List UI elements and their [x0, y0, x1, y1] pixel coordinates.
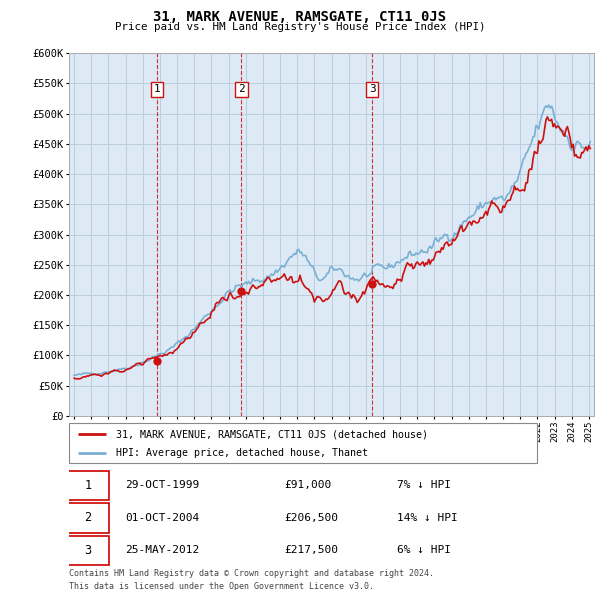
Text: 14% ↓ HPI: 14% ↓ HPI	[397, 513, 457, 523]
Text: This data is licensed under the Open Government Licence v3.0.: This data is licensed under the Open Gov…	[69, 582, 374, 590]
Text: 2: 2	[238, 84, 245, 94]
FancyBboxPatch shape	[67, 536, 109, 565]
Text: 31, MARK AVENUE, RAMSGATE, CT11 0JS: 31, MARK AVENUE, RAMSGATE, CT11 0JS	[154, 10, 446, 24]
Text: 29-OCT-1999: 29-OCT-1999	[125, 480, 199, 490]
Text: 1: 1	[154, 84, 160, 94]
Text: 2: 2	[84, 511, 91, 525]
Text: 31, MARK AVENUE, RAMSGATE, CT11 0JS (detached house): 31, MARK AVENUE, RAMSGATE, CT11 0JS (det…	[116, 430, 428, 440]
Text: 01-OCT-2004: 01-OCT-2004	[125, 513, 199, 523]
Text: £217,500: £217,500	[284, 545, 338, 555]
FancyBboxPatch shape	[67, 471, 109, 500]
Text: 6% ↓ HPI: 6% ↓ HPI	[397, 545, 451, 555]
Text: 25-MAY-2012: 25-MAY-2012	[125, 545, 199, 555]
Text: HPI: Average price, detached house, Thanet: HPI: Average price, detached house, Than…	[116, 448, 368, 458]
Text: Price paid vs. HM Land Registry's House Price Index (HPI): Price paid vs. HM Land Registry's House …	[115, 22, 485, 32]
Text: 3: 3	[369, 84, 376, 94]
FancyBboxPatch shape	[69, 423, 537, 463]
Text: 3: 3	[84, 543, 91, 557]
FancyBboxPatch shape	[67, 503, 109, 533]
Text: £206,500: £206,500	[284, 513, 338, 523]
Text: £91,000: £91,000	[284, 480, 332, 490]
Text: Contains HM Land Registry data © Crown copyright and database right 2024.: Contains HM Land Registry data © Crown c…	[69, 569, 434, 578]
Text: 1: 1	[84, 478, 91, 492]
Text: 7% ↓ HPI: 7% ↓ HPI	[397, 480, 451, 490]
